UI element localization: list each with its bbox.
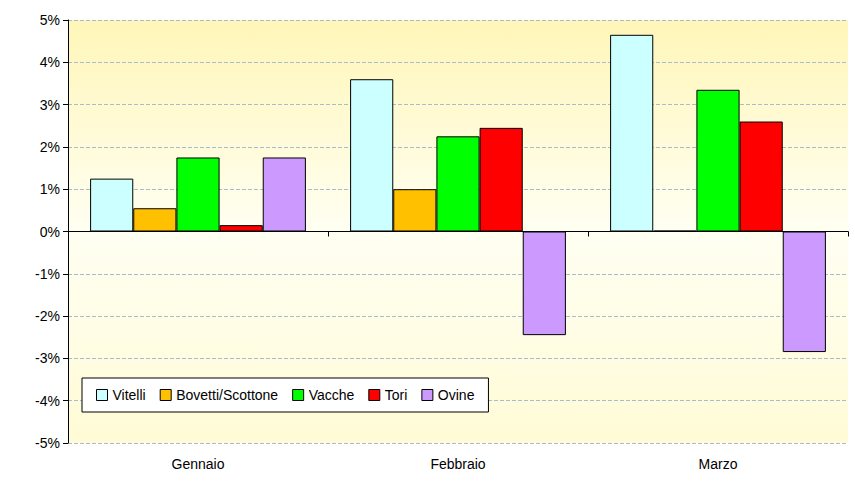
svg-text:5%: 5% xyxy=(40,12,60,28)
svg-text:Vitelli: Vitelli xyxy=(113,387,146,403)
svg-text:-4%: -4% xyxy=(35,393,60,409)
svg-text:1%: 1% xyxy=(40,181,60,197)
svg-text:-3%: -3% xyxy=(35,350,60,366)
svg-text:4%: 4% xyxy=(40,54,60,70)
svg-text:2%: 2% xyxy=(40,139,60,155)
svg-text:Tori: Tori xyxy=(385,387,408,403)
svg-text:Vacche: Vacche xyxy=(309,387,355,403)
svg-text:-2%: -2% xyxy=(35,308,60,324)
svg-text:Ovine: Ovine xyxy=(438,387,475,403)
svg-text:3%: 3% xyxy=(40,97,60,113)
svg-text:Gennaio: Gennaio xyxy=(172,456,225,472)
svg-text:Marzo: Marzo xyxy=(699,456,738,472)
svg-text:Febbraio: Febbraio xyxy=(430,456,485,472)
svg-text:-1%: -1% xyxy=(35,266,60,282)
svg-text:-5%: -5% xyxy=(35,435,60,451)
svg-text:Bovetti/Scottone: Bovetti/Scottone xyxy=(176,387,278,403)
svg-text:0%: 0% xyxy=(40,224,60,240)
